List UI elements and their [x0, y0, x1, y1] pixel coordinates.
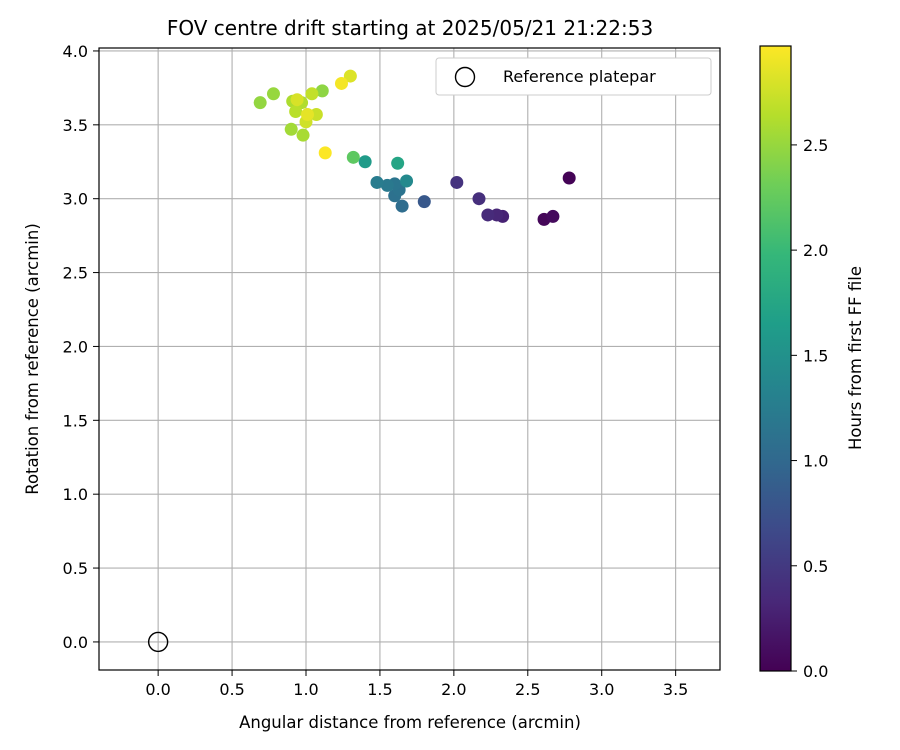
plot-frame: [98, 47, 721, 671]
x-tick-label: 0.0: [145, 680, 170, 699]
grid-lines: [99, 48, 720, 670]
x-tick-label: 2.0: [441, 680, 466, 699]
scatter-point: [450, 175, 464, 189]
scatter-point: [472, 192, 486, 206]
colorbar-ticks: 0.0 0.5 1.0 1.5 2.0 2.5: [791, 136, 828, 681]
x-tick-label: 1.0: [293, 680, 318, 699]
scatter-point: [300, 107, 314, 121]
scatter-point: [290, 93, 304, 107]
x-tick-label: 3.5: [663, 680, 688, 699]
scatter-point: [358, 155, 372, 169]
y-tick-label: 2.5: [63, 264, 88, 283]
legend: Reference platepar: [435, 57, 712, 96]
scatter-point: [417, 195, 431, 209]
colorbar-tick-label: 2.5: [803, 136, 828, 155]
scatter-point: [266, 87, 280, 101]
plot-background: [99, 48, 720, 670]
colorbar: 0.0 0.5 1.0 1.5 2.0 2.5 Hours from first FF f…: [759, 45, 865, 681]
colorbar-tick-label: 0.0: [803, 662, 828, 681]
scatter-point: [253, 96, 267, 110]
colorbar-label: Hours from first FF file: [846, 266, 865, 450]
colorbar-tick-label: 1.5: [803, 346, 828, 365]
x-tick-label: 0.5: [219, 680, 244, 699]
y-tick-label: 0.5: [63, 559, 88, 578]
scatter-point: [400, 174, 414, 188]
x-tick-label: 3.0: [589, 680, 614, 699]
colorbar-gradient: [759, 45, 792, 672]
scatter-point: [318, 146, 332, 160]
scatter-point: [370, 175, 384, 189]
legend-entry-reference-platepar: Reference platepar: [503, 67, 656, 86]
scatter-point: [391, 156, 405, 170]
y-tick-label: 0.0: [63, 633, 88, 652]
chart-title: FOV centre drift starting at 2025/05/21 …: [167, 16, 653, 40]
y-axis-title: Rotation from reference (arcmin): [23, 223, 42, 495]
x-axis-ticks: 0.0 0.5 1.0 1.5 2.0 2.5 3.0 3.5: [145, 670, 688, 699]
legend-reference-marker: [454, 66, 476, 88]
data-points: [253, 69, 576, 226]
y-tick-label: 3.5: [63, 116, 88, 135]
y-tick-label: 4.0: [63, 42, 88, 61]
scatter-point: [296, 128, 310, 142]
scatter-point: [315, 84, 329, 98]
scatter-point: [346, 150, 360, 164]
scatter-point: [395, 199, 409, 213]
scatter-point: [380, 178, 394, 192]
y-tick-label: 1.0: [63, 485, 88, 504]
scatter-point: [334, 76, 348, 90]
x-axis-title: Angular distance from reference (arcmin): [239, 713, 581, 732]
scatter-point: [343, 69, 357, 83]
scatter-point: [481, 208, 495, 222]
colorbar-tick-label: 0.5: [803, 557, 828, 576]
colorbar-tick-label: 2.0: [803, 241, 828, 260]
colorbar-tick-label: 1.0: [803, 452, 828, 471]
y-axis-ticks: 0.0 0.5 1.0 1.5 2.0 2.5 3.0 3.5 4.0: [63, 42, 99, 652]
y-tick-label: 1.5: [63, 411, 88, 430]
scatter-point: [305, 87, 319, 101]
legend-box: [435, 57, 712, 96]
y-tick-label: 3.0: [63, 190, 88, 209]
x-tick-label: 2.5: [515, 680, 540, 699]
scatter-point: [289, 105, 303, 119]
scatter-point: [284, 122, 298, 136]
y-tick-label: 2.0: [63, 337, 88, 356]
x-tick-label: 1.5: [367, 680, 392, 699]
plot-area: [98, 47, 721, 671]
scatter-point: [562, 171, 576, 185]
scatter-point: [546, 209, 560, 223]
reference-point-marker: [147, 631, 169, 653]
